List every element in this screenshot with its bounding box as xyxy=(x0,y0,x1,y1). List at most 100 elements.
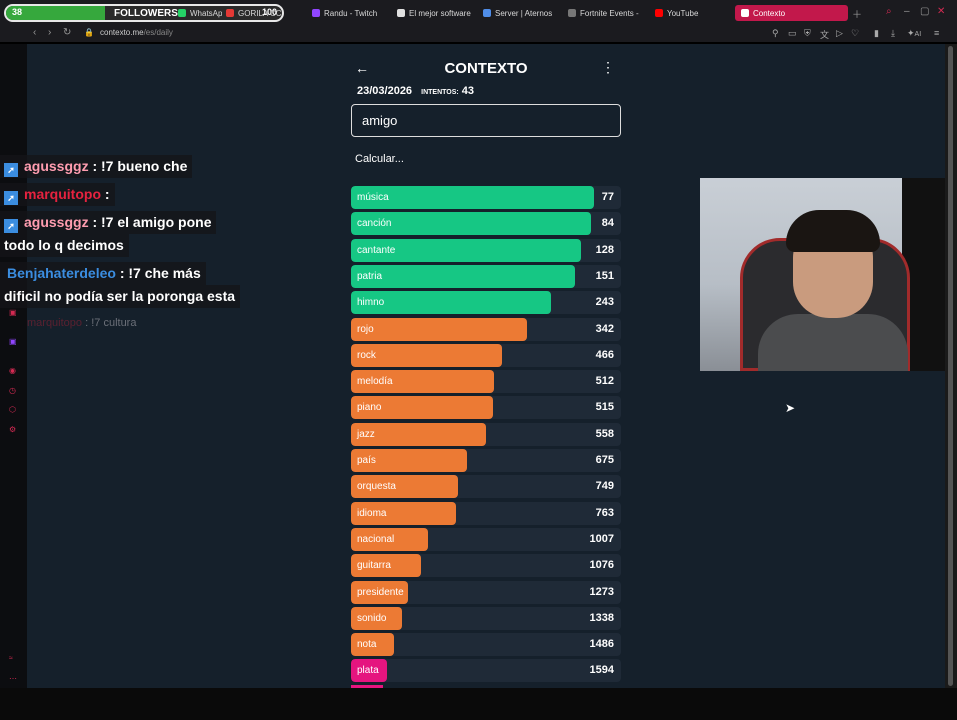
guess-similarity-bar xyxy=(351,239,581,262)
guess-distance: 558 xyxy=(595,428,614,440)
tab-youtube[interactable]: YouTube xyxy=(655,5,735,21)
sidebar-more-icon[interactable]: ⋯ xyxy=(9,674,17,683)
guess-word: idioma xyxy=(357,508,387,519)
webcam-overlay xyxy=(700,178,957,371)
guess-similarity-bar xyxy=(351,633,395,656)
chat-message: Benjahaterdeleo : !7 che más xyxy=(0,262,206,285)
guess-word: canción xyxy=(357,218,392,229)
guess-similarity-bar xyxy=(351,370,495,393)
guess-word: piano xyxy=(357,402,382,413)
guess-distance: 1007 xyxy=(589,533,614,545)
maximize-icon[interactable]: ▢ xyxy=(920,6,930,17)
chat-username[interactable]: marquitopo xyxy=(24,186,101,202)
guess-word: himno xyxy=(357,297,385,308)
game-meta: 23/03/2026 INTENTOS: 43 xyxy=(357,85,474,97)
page-scrollbar[interactable] xyxy=(945,44,957,688)
guess-similarity-bar xyxy=(351,607,403,630)
new-tab-icon[interactable]: ＋ xyxy=(852,10,862,21)
guess-similarity-bar xyxy=(351,186,594,209)
url-field[interactable]: contexto.me/es/daily xyxy=(100,28,173,37)
mouse-cursor-icon: ➤ xyxy=(785,401,796,415)
guess-row: canción 84 xyxy=(351,212,621,235)
guess-input[interactable] xyxy=(351,104,621,137)
ai-icon[interactable]: ✦AI xyxy=(907,28,922,38)
tab-whatsapp[interactable]: WhatsApp xyxy=(178,5,222,21)
guess-distance: 1338 xyxy=(589,612,614,624)
guess-distance: 1486 xyxy=(589,638,614,650)
lock-icon: 🔒 xyxy=(84,28,94,37)
chat-message: ➚ agussggz : !7 bueno che xyxy=(0,155,193,178)
play-icon[interactable]: ▷ xyxy=(836,28,843,38)
chat-username[interactable]: agussggz xyxy=(24,158,89,174)
followers-progress-fill xyxy=(6,6,106,20)
sidebar-extensions-icon[interactable]: ⬡ xyxy=(9,405,16,414)
guess-row: guitarra 1076 xyxy=(351,554,621,577)
guess-distance: 1273 xyxy=(589,586,614,598)
youtube-icon xyxy=(655,9,663,17)
translate-icon[interactable]: 文 xyxy=(820,30,830,40)
sidebar-extra-icon[interactable]: ≈ xyxy=(9,655,13,662)
prime-badge-icon: ➚ xyxy=(4,163,18,177)
guess-similarity-bar xyxy=(351,318,527,341)
tab-software[interactable]: El mejor software xyxy=(397,5,477,21)
chat-text: todo lo q decimos xyxy=(4,237,124,253)
sidebar-settings-icon[interactable]: ⚙ xyxy=(9,425,17,434)
pin-icon[interactable]: ⚲ xyxy=(772,28,779,38)
search-tabs-icon[interactable]: ⌕ xyxy=(886,6,892,17)
sidebar-messenger-icon[interactable]: ▣ xyxy=(9,308,17,317)
prime-badge-icon: ➚ xyxy=(4,191,18,205)
chat-username[interactable]: agussggz xyxy=(24,214,89,230)
guess-word: presidente xyxy=(357,587,404,598)
guess-row: himno 243 xyxy=(351,291,621,314)
chat-message: todo lo q decimos xyxy=(0,234,129,257)
guess-distance: 1594 xyxy=(589,664,614,676)
reload-icon[interactable]: ↻ xyxy=(63,27,72,38)
browser-tab-bar: 38 FOLLOWERS 100 WhatsApp GORILA CC Rand… xyxy=(0,0,957,25)
guess-row: rojo 342 xyxy=(351,318,621,341)
minimize-icon[interactable]: – xyxy=(904,6,910,17)
guess-distance: 342 xyxy=(595,323,614,335)
tab-contexto[interactable]: Contexto xyxy=(735,5,848,21)
browser-menu-icon[interactable]: ≡ xyxy=(934,28,940,38)
back-icon[interactable]: ‹ xyxy=(33,27,37,38)
guess-row: rock 466 xyxy=(351,344,621,367)
chat-text: : xyxy=(101,186,110,202)
guess-word: rojo xyxy=(357,324,374,335)
guess-similarity-bar xyxy=(351,423,486,446)
tab-fortnite[interactable]: Fortnite Events - xyxy=(568,5,648,21)
favorite-icon[interactable]: ♡ xyxy=(851,28,860,38)
guess-similarity-bar xyxy=(351,581,408,604)
kebab-menu-icon[interactable]: ⋮ xyxy=(601,59,615,75)
attempts-count: 43 xyxy=(461,85,475,97)
next-row-peek xyxy=(351,685,383,688)
download-icon[interactable]: ⤓ xyxy=(891,28,895,38)
shield-icon[interactable]: ⛨ xyxy=(804,28,811,38)
guess-row: piano 515 xyxy=(351,396,621,419)
sidebar-player-icon[interactable]: ◉ xyxy=(9,366,16,375)
guess-row: nacional 1007 xyxy=(351,528,621,551)
arrow-left-icon[interactable]: ← xyxy=(355,60,369,76)
tab-gorila[interactable]: GORILA CC xyxy=(226,5,298,21)
forward-icon[interactable]: › xyxy=(48,27,52,38)
chat-message: ➚ marquitopo : xyxy=(0,183,115,206)
tab-twitch[interactable]: Randu - Twitch xyxy=(312,5,392,21)
address-bar: ‹ › ↻ 🔒 contexto.me/es/daily ⚲ ▭ ⛨ 文 ▷ ♡… xyxy=(0,25,957,42)
calculating-status: Calcular... xyxy=(355,153,404,165)
guess-word: rock xyxy=(357,350,376,361)
guess-similarity-bar xyxy=(351,344,503,367)
sidebar-twitch-icon[interactable]: ▣ xyxy=(9,337,17,346)
chat-message: dificil no podía ser la poronga esta xyxy=(0,285,241,308)
prime-badge-icon: ➚ xyxy=(4,219,18,233)
screenshot-icon[interactable]: ▭ xyxy=(788,28,797,38)
profile-icon[interactable]: ▮ xyxy=(874,28,879,38)
chat-username[interactable]: Benjahaterdeleo xyxy=(7,265,116,281)
guess-similarity-bar xyxy=(351,528,428,551)
guess-distance: 515 xyxy=(595,401,614,413)
twitch-icon xyxy=(312,9,320,17)
close-window-icon[interactable]: ✕ xyxy=(937,6,946,17)
tab-aternos[interactable]: Server | Aternos xyxy=(483,5,563,21)
fortnite-icon xyxy=(568,9,576,17)
sidebar-history-icon[interactable]: ◷ xyxy=(9,386,16,395)
guess-distance: 1076 xyxy=(589,559,614,571)
guess-word: orquesta xyxy=(357,481,396,492)
